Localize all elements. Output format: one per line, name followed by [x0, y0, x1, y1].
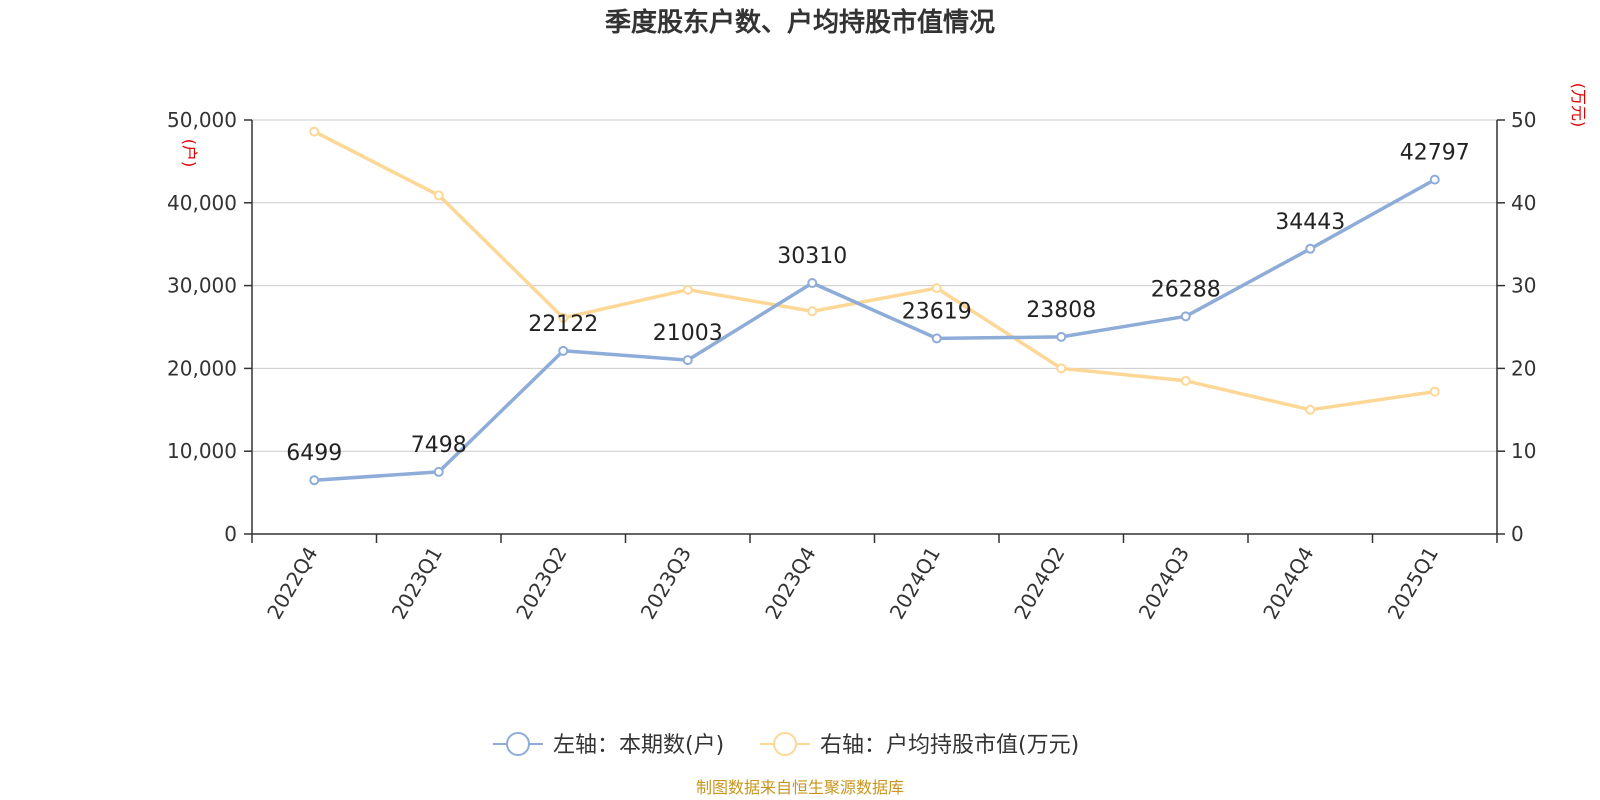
series-line-right — [313, 130, 1436, 412]
right-axis-tick-label: 20 — [1511, 356, 1536, 380]
series-point-left — [807, 278, 818, 289]
series-point-left — [1429, 174, 1440, 185]
right-axis-tick-label: 10 — [1511, 439, 1536, 463]
series-point-right — [1056, 363, 1067, 374]
series-point-right — [309, 126, 320, 137]
left-axis-tick-label: 0 — [224, 522, 237, 546]
axes: 0 10,000 20,000 30,000 40,000 50,000 0 10 20 30 40… — [167, 108, 1536, 623]
legend-label-right: 右轴：户均持股市值(万元) — [820, 733, 1079, 758]
x-axis-tick-label: 2023Q4 — [760, 543, 820, 624]
series-point-right — [682, 284, 693, 295]
chart-title: 季度股东户数、户均持股市值情况 — [605, 7, 995, 38]
x-axis-tick-label: 2023Q3 — [636, 543, 696, 624]
x-axis-tick-label: 2023Q2 — [511, 543, 571, 624]
left-axis-unit: (户) — [180, 139, 199, 168]
left-axis-tick-label: 10,000 — [167, 439, 237, 463]
x-axis-tick-label: 2023Q1 — [387, 543, 447, 624]
series-point-left — [1305, 243, 1316, 254]
left-axis-tick-label: 50,000 — [167, 108, 237, 132]
data-label: 7498 — [411, 433, 467, 458]
series-point-right — [1305, 404, 1316, 415]
right-axis-tick-label: 40 — [1511, 191, 1536, 215]
data-label: 30310 — [777, 244, 847, 269]
right-axis-tick-label: 30 — [1511, 274, 1536, 298]
source-note: 制图数据来自恒生聚源数据库 — [696, 778, 904, 797]
series-point-right — [558, 312, 569, 323]
series-point-left — [931, 333, 942, 344]
left-axis-tick-label: 40,000 — [167, 191, 237, 215]
left-axis-tick-label: 20,000 — [167, 356, 237, 380]
data-label: 22122 — [528, 312, 598, 337]
series-line-left — [314, 178, 1436, 482]
right-axis-tick-label: 50 — [1511, 108, 1536, 132]
series-point-left — [1180, 311, 1191, 322]
series-point-right — [1429, 386, 1440, 397]
series-point-left — [433, 466, 444, 477]
data-labels: 6499 7498 22122 21003 30310 23619 23808 26288 34… — [286, 141, 1470, 467]
series-group — [309, 126, 1440, 486]
series-point-right — [931, 283, 942, 294]
series-point-right — [433, 190, 444, 201]
data-label: 23619 — [902, 299, 972, 324]
legend: 左轴：本期数(户) 右轴：户均持股市值(万元) — [493, 732, 1079, 758]
series-point-left — [682, 355, 693, 366]
data-label: 26288 — [1151, 277, 1221, 302]
x-axis-tick-label: 2024Q1 — [885, 543, 945, 624]
gridlines — [252, 119, 1497, 452]
series-point-right — [1180, 375, 1191, 386]
x-axis-tick-label: 2025Q1 — [1383, 543, 1443, 624]
data-label: 34443 — [1275, 210, 1345, 235]
right-axis-tick-label: 0 — [1511, 522, 1524, 546]
data-label: 23808 — [1026, 298, 1096, 323]
x-axis-tick-label: 2024Q2 — [1009, 543, 1069, 624]
series-point-left — [309, 475, 320, 486]
series-point-left — [1056, 331, 1067, 342]
data-label: 42797 — [1400, 141, 1470, 166]
legend-marker-right — [773, 732, 797, 756]
data-label: 6499 — [286, 441, 342, 466]
series-point-right — [807, 306, 818, 317]
x-axis-tick-label: 2024Q4 — [1258, 543, 1318, 624]
x-axis-tick-label: 2024Q3 — [1134, 543, 1194, 624]
data-label: 21003 — [653, 321, 723, 346]
x-axis-tick-label: 2022Q4 — [262, 543, 322, 624]
legend-label-left: 左轴：本期数(户) — [553, 733, 724, 758]
right-axis-unit: (万元) — [1569, 83, 1588, 128]
left-axis-tick-label: 30,000 — [167, 274, 237, 298]
series-point-left — [558, 345, 569, 356]
legend-marker-left — [506, 732, 530, 756]
